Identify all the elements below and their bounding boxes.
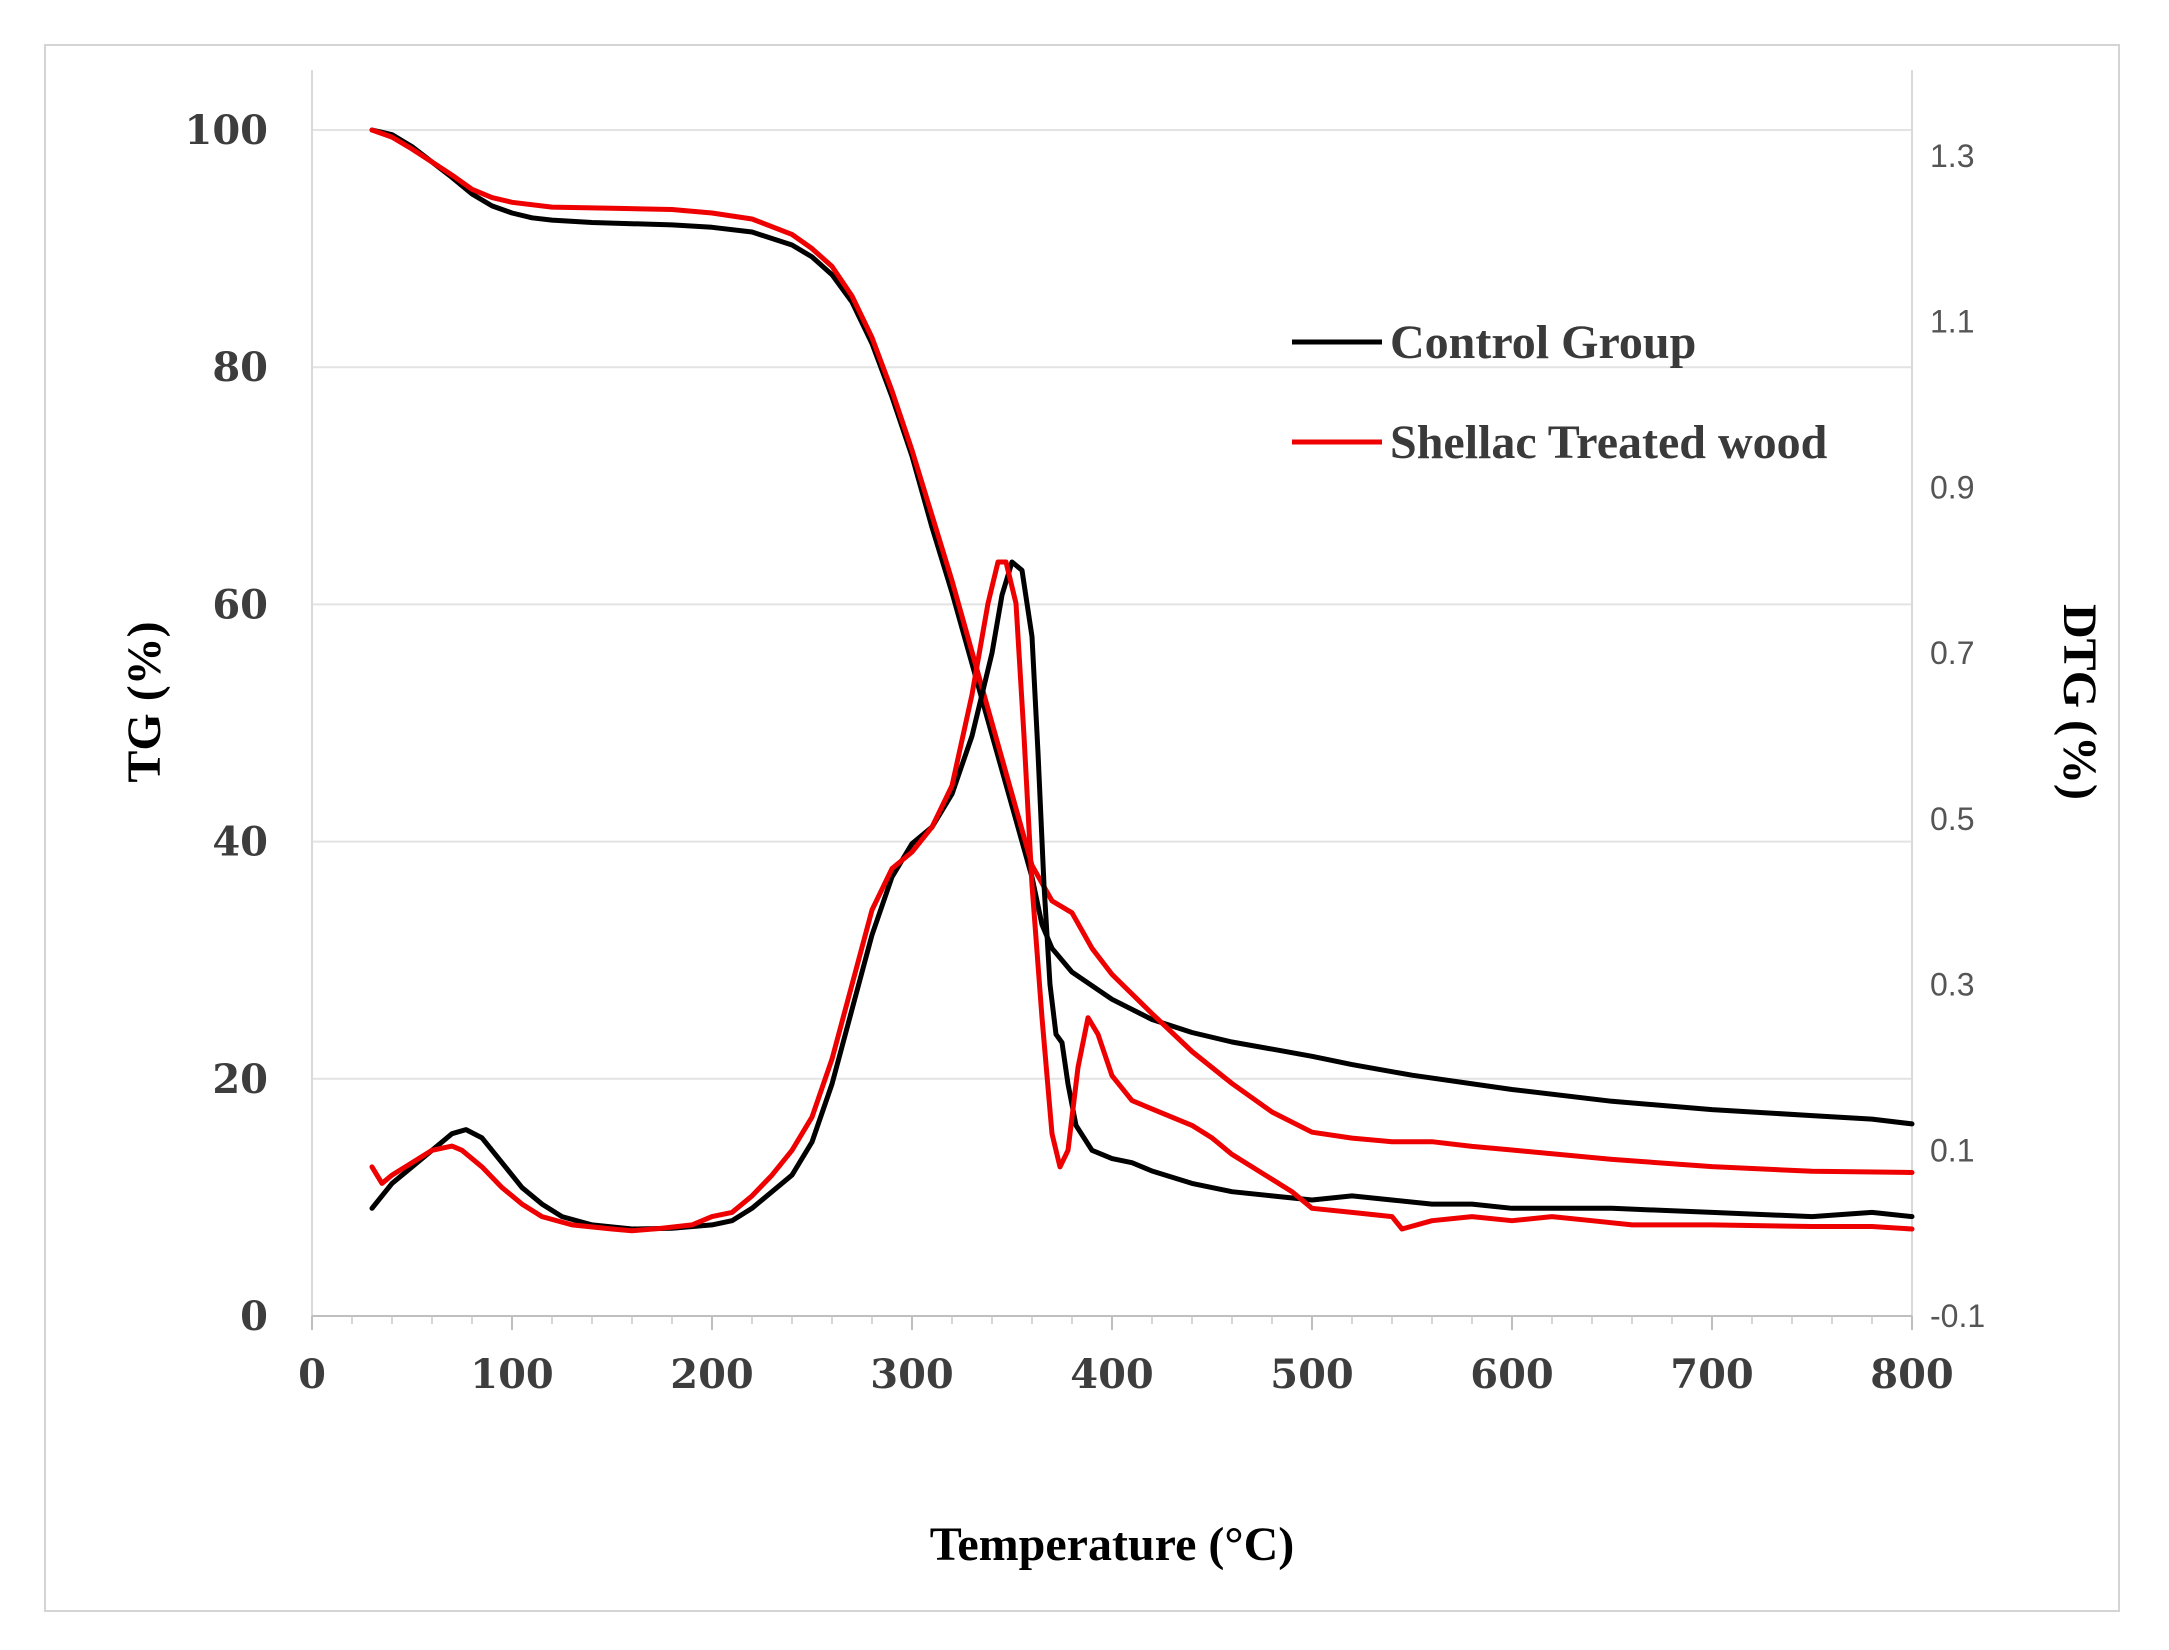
axes (311, 70, 1913, 1317)
y-right-tick-label-1.1: 1.1 (1930, 304, 1974, 340)
y-axis-right-title: DTG (%) (2053, 604, 2106, 800)
y-left-tick-label-100: 100 (185, 107, 269, 154)
x-tick-label-500: 500 (1270, 1351, 1354, 1398)
series-lines (369, 127, 1915, 1234)
tick-marks (311, 1316, 1913, 1330)
y-left-tick-label-40: 40 (212, 819, 268, 866)
x-axis-title: Temperature (°C) (930, 1518, 1294, 1571)
y-right-tick-label-1.3: 1.3 (1930, 138, 1974, 174)
series-line-dtg-shellac-treated-wood (369, 559, 1915, 1234)
x-tick-label-800: 800 (1870, 1351, 1954, 1398)
x-tick-label-400: 400 (1070, 1351, 1154, 1398)
chart-frame: 0 20 40 60 80 100 -0.1 0.1 0.3 0.5 0.7 0.9 1.1 1.3 0 10… (44, 44, 2120, 1612)
x-tick-label-600: 600 (1470, 1351, 1554, 1398)
gridlines (312, 129, 1912, 1080)
legend-label-shellac-treated-wood: Shellac Treated wood (1390, 416, 1828, 469)
series-line-dtg-control-group (369, 559, 1915, 1232)
y-right-tick-label-0.1: 0.1 (1930, 1132, 1974, 1168)
series-line-tg-shellac-treated-wood (369, 127, 1915, 1175)
y-right-tick-label-0.7: 0.7 (1930, 635, 1974, 671)
y-right-tick-label-0.9: 0.9 (1930, 469, 1974, 505)
x-tick-label-200: 200 (670, 1351, 754, 1398)
y-left-tick-label-80: 80 (212, 344, 268, 391)
y-right-tick-label-0.5: 0.5 (1930, 801, 1974, 837)
y-left-tick-label-60: 60 (212, 581, 268, 628)
y-axis-left-title: TG (%) (118, 621, 171, 782)
y-right-tick-label-0.3: 0.3 (1930, 967, 1974, 1003)
legend-label-control-group: Control Group (1390, 316, 1696, 369)
series-line-tg-control-group (369, 127, 1915, 1127)
x-tick-label-700: 700 (1670, 1351, 1754, 1398)
tick-labels: 0 20 40 60 80 100 -0.1 0.1 0.3 0.5 0.7 0.9 1.1 1.3 0 10… (185, 107, 1986, 1398)
y-left-tick-label-20: 20 (212, 1056, 268, 1103)
x-tick-label-0: 0 (298, 1351, 326, 1398)
x-tick-label-300: 300 (870, 1351, 954, 1398)
x-tick-label-100: 100 (470, 1351, 554, 1398)
y-left-tick-label-0: 0 (240, 1293, 268, 1340)
legend: Control Group Shellac Treated wood (1292, 316, 1828, 469)
tg-dtg-chart: 0 20 40 60 80 100 -0.1 0.1 0.3 0.5 0.7 0.9 1.1 1.3 0 10… (118, 70, 2106, 1571)
y-right-tick-label--0.1: -0.1 (1930, 1298, 1985, 1334)
